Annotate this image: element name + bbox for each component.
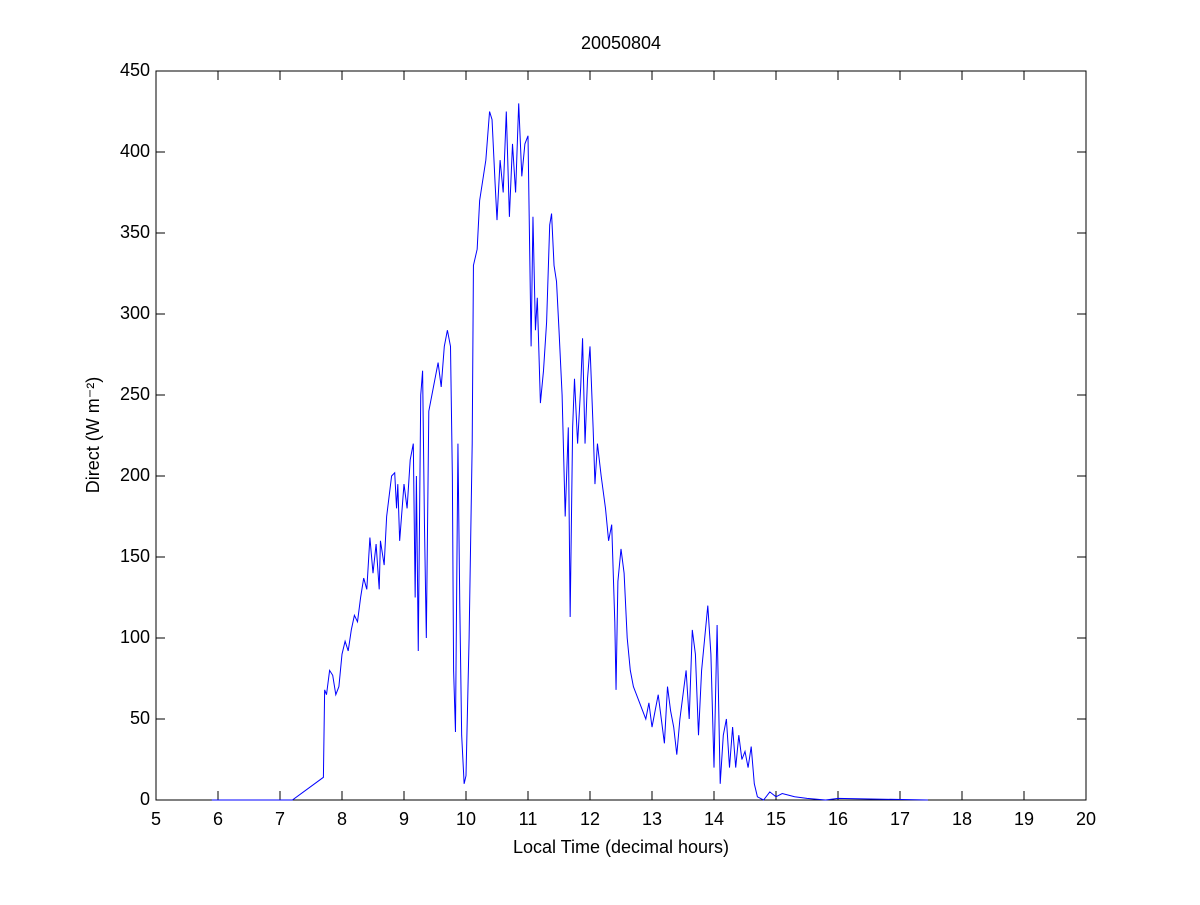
y-tick-label: 150: [120, 546, 150, 566]
x-tick-label: 9: [399, 809, 409, 829]
x-axis-label: Local Time (decimal hours): [513, 837, 729, 857]
x-tick-label: 12: [580, 809, 600, 829]
x-tick-label: 15: [766, 809, 786, 829]
y-tick-label: 200: [120, 465, 150, 485]
y-tick-label: 50: [130, 708, 150, 728]
x-tick-label: 16: [828, 809, 848, 829]
x-tick-label: 13: [642, 809, 662, 829]
x-tick-label: 5: [151, 809, 161, 829]
data-line: [211, 103, 928, 801]
x-tick-label: 20: [1076, 809, 1096, 829]
x-tick-label: 10: [456, 809, 476, 829]
y-tick-label: 0: [140, 789, 150, 809]
x-tick-label: 14: [704, 809, 724, 829]
plot-area: [155, 70, 1087, 801]
y-tick-label: 450: [120, 60, 150, 80]
x-tick-label: 7: [275, 809, 285, 829]
y-axis-label: Direct (W m⁻²): [83, 377, 103, 493]
x-tick-label: 18: [952, 809, 972, 829]
x-tick-label: 8: [337, 809, 347, 829]
chart-title: 20050804: [581, 33, 661, 53]
y-tick-label: 250: [120, 384, 150, 404]
y-tick-label: 350: [120, 222, 150, 242]
y-tick-label: 300: [120, 303, 150, 323]
y-tick-label: 400: [120, 141, 150, 161]
x-tick-label: 11: [519, 809, 538, 829]
x-tick-label: 17: [890, 809, 910, 829]
x-tick-label: 6: [213, 809, 223, 829]
x-tick-label: 19: [1014, 809, 1034, 829]
y-tick-label: 100: [120, 627, 150, 647]
